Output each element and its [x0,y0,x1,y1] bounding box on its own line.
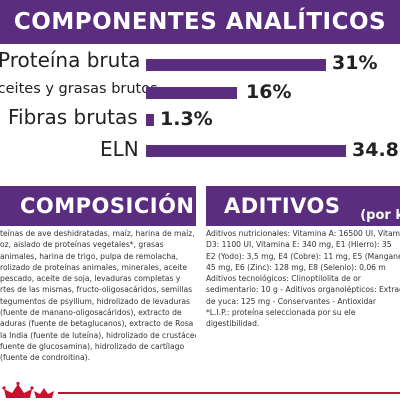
analytical-components-header: COMPONENTES ANALÍTICOS [0,0,400,44]
aditivos-banner: ADITIVOS (por k [206,186,400,226]
aditivos-line: de yuca: 125 mg - Conservantes - Antioxi… [206,296,377,306]
aditivos-line: digestibilidad. [206,319,260,329]
composicion-line: (fuente de condroitina). [0,353,90,363]
nutrient-value-fiber: 1.3% [160,108,213,130]
aditivos-title: ADITIVOS [224,194,341,218]
footer-rule [0,381,400,400]
royal-canin-crown-icon [0,381,58,400]
nutrient-label-fat: Aceites y grasas brutos [0,81,158,97]
nutrient-value-fat: 16% [246,81,292,103]
aditivos-line: Aditivos tecnológicos: Clinoptilolita de… [206,274,361,284]
nutrient-label-fiber: Fibras brutas [8,105,138,129]
aditivos-line: D3: 1100 UI, Vitamina E: 340 mg, E1 (Hie… [206,240,392,250]
nutrient-bar-protein [146,59,326,71]
composicion-line: fuente de glucosamina), hidrolizado de c… [0,341,185,351]
composicion-banner: COMPOSICIÓN [0,186,196,226]
composicion-line: rtes de las mismas, fructo-oligosacárido… [0,285,193,295]
aditivos-line: 45 mg, E6 (Zinc): 128 mg, E8 (Selenio): … [206,262,386,272]
composicion-line: la India (fuente de luteína), hidrolizad… [0,330,196,340]
aditivos-text: Aditivos nutricionales: Vitamina A: 1650… [206,228,400,364]
aditivos-line: Aditivos nutricionales: Vitamina A: 1650… [206,229,400,238]
aditivos-subtitle: (por k [360,208,400,223]
composicion-line: pescado, aceite de soja, levaduras compl… [0,274,181,284]
nutrient-label-eln: ELN [100,137,139,161]
composicion-line: tegumentos de psyllium, hidrolizado de l… [0,296,190,306]
nutrient-value-eln: 34.8 [352,139,399,161]
composicion-line: rolizado de proteínas animales, minerale… [0,262,188,272]
nutrient-value-protein: 31% [332,52,378,74]
aditivos-line: *L.I.P.: proteína seleccionada por su el… [206,308,356,318]
nutrient-bar-eln [146,145,346,157]
nutrient-label-protein: Proteína bruta [0,48,141,72]
aditivos-line: sedimentario: 10 g - Aditivos organolépt… [206,285,400,295]
nutrient-bar-fat [146,87,237,99]
composicion-line: oz, aislado de proteínas vegetales*, gra… [0,240,164,250]
composicion-line: teínas de ave deshidratadas, maíz, harin… [0,229,195,238]
aditivos-line: E2 (Yodo): 3,5 mg, E4 (Cobre): 11 mg, E5… [206,251,400,261]
composicion-line: animales, harina de trigo, pulpa de remo… [0,251,179,261]
composicion-title: COMPOSICIÓN [20,194,195,218]
analytical-components-title: COMPONENTES ANALÍTICOS [13,9,387,35]
composicion-line: (fuente de manano-oligosacáridos), extra… [0,308,182,318]
composicion-text: teínas de ave deshidratadas, maíz, harin… [0,228,196,364]
nutrient-bar-fiber [146,114,154,126]
composicion-line: aduras (fuente de betaglucanos), extract… [0,319,194,329]
